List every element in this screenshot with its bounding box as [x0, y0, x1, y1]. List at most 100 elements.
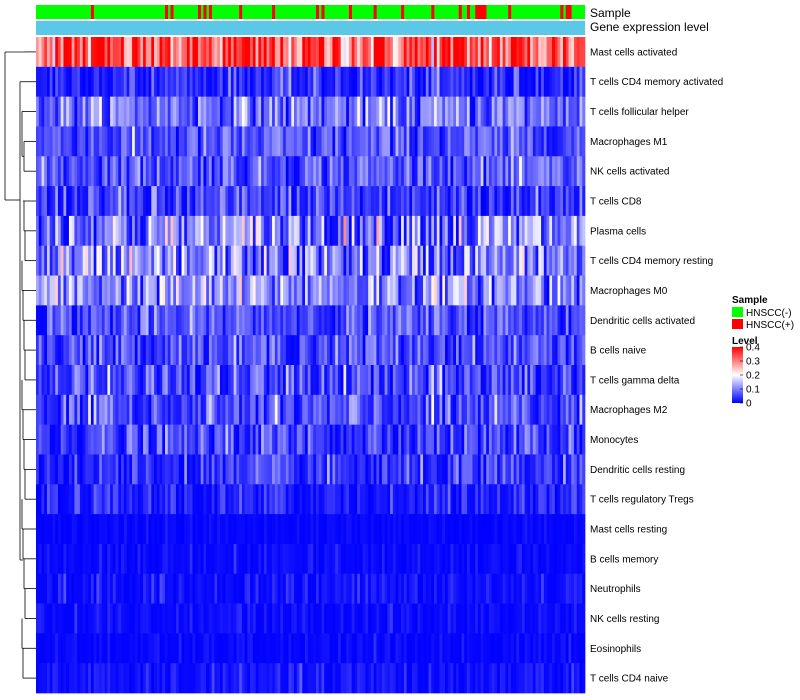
- heatmap-cell: [510, 424, 514, 455]
- heatmap-cell: [357, 663, 361, 694]
- heatmap-cell: [165, 245, 169, 276]
- heatmap-cell: [508, 37, 512, 68]
- heatmap-cell: [362, 633, 366, 664]
- heatmap-cell: [549, 37, 553, 68]
- heatmap-cell: [189, 454, 193, 485]
- heatmap-cell: [313, 633, 317, 664]
- heatmap-cell: [208, 543, 213, 575]
- heatmap-cell: [535, 514, 539, 545]
- heatmap-cell: [110, 514, 114, 545]
- heatmap-cell: [49, 245, 53, 276]
- heatmap-cell: [137, 66, 141, 97]
- heatmap-cell: [38, 275, 42, 306]
- heatmap-cell: [77, 394, 81, 425]
- heatmap-cell: [261, 663, 265, 694]
- heatmap-cell: [384, 394, 388, 425]
- heatmap-cell: [197, 424, 202, 455]
- heatmap-cell: [557, 37, 561, 68]
- heatmap-cell: [129, 424, 133, 455]
- row-dendrogram: [4, 51, 36, 679]
- heatmap-cell: [52, 215, 56, 247]
- heatmap-cell: [546, 573, 550, 604]
- heatmap-cell: [513, 543, 517, 575]
- heatmap-cell: [560, 275, 564, 306]
- heatmap-cell: [472, 156, 476, 187]
- heatmap-cell: [354, 663, 358, 694]
- heatmap-cell: [296, 424, 300, 455]
- heatmap-cell: [582, 96, 586, 127]
- heatmap-cell: [346, 543, 350, 575]
- heatmap-cell: [348, 305, 353, 336]
- heatmap-cell: [68, 365, 73, 396]
- heatmap-cell: [170, 394, 174, 425]
- heatmap-cell: [181, 305, 185, 336]
- heatmap-cell: [112, 424, 116, 455]
- heatmap-cell: [579, 543, 583, 575]
- heatmap-cell: [165, 663, 169, 694]
- heatmap-cell: [104, 573, 108, 604]
- heatmap-cell: [296, 335, 300, 366]
- heatmap-cell: [280, 335, 284, 366]
- heatmap-cell: [406, 305, 410, 336]
- heatmap-cell: [488, 186, 493, 217]
- heatmap-cell: [524, 96, 528, 127]
- heatmap-cell: [263, 215, 267, 247]
- heatmap-cell: [445, 365, 449, 396]
- heatmap-cell: [140, 275, 144, 306]
- heatmap-cell: [241, 573, 245, 604]
- heatmap-cell: [579, 394, 583, 425]
- heatmap-cell: [554, 484, 558, 515]
- heatmap-cell: [291, 96, 295, 127]
- heatmap-cell: [71, 633, 75, 664]
- heatmap-cell: [510, 126, 514, 157]
- heatmap-cell: [368, 126, 372, 157]
- heatmap-cell: [272, 543, 276, 575]
- heatmap-cell: [112, 126, 116, 157]
- heatmap-cell: [442, 514, 446, 545]
- heatmap-cell: [543, 96, 547, 127]
- heatmap-cell: [447, 424, 451, 455]
- heatmap-cell: [195, 275, 199, 306]
- heatmap-cell: [101, 215, 105, 247]
- heatmap-cell: [123, 305, 127, 336]
- heatmap-cell: [255, 573, 259, 604]
- heatmap-cell: [560, 186, 564, 217]
- heatmap-cell: [41, 543, 45, 575]
- heatmap-cell: [93, 305, 97, 336]
- heatmap-cell: [208, 186, 213, 217]
- heatmap-cell: [464, 454, 468, 485]
- heatmap-cell: [36, 96, 40, 127]
- heatmap-cell: [455, 215, 460, 247]
- heatmap-cell: [60, 156, 64, 187]
- heatmap-cell: [538, 156, 542, 187]
- heatmap-cell: [315, 424, 320, 455]
- heatmap-cell: [203, 305, 207, 336]
- heatmap-cell: [173, 365, 177, 396]
- heatmap-cell: [398, 335, 402, 366]
- heatmap-cell: [425, 424, 429, 455]
- heatmap-cell: [263, 156, 267, 187]
- heatmap-cell: [519, 305, 523, 336]
- heatmap-cell: [483, 96, 487, 127]
- heatmap-cell: [90, 275, 94, 306]
- heatmap-cell: [532, 394, 536, 425]
- heatmap-cell: [392, 156, 396, 187]
- heatmap-cell: [346, 156, 350, 187]
- heatmap-cell: [143, 424, 147, 455]
- heatmap-cell: [340, 543, 344, 575]
- heatmap-cell: [143, 245, 147, 276]
- heatmap-cell: [455, 663, 460, 694]
- heatmap-cell: [247, 186, 251, 217]
- heatmap-cell: [530, 663, 534, 694]
- heatmap-cell: [217, 156, 221, 187]
- heatmap-cell: [140, 603, 144, 634]
- heatmap-cell: [384, 454, 388, 485]
- heatmap-cell: [546, 454, 550, 485]
- sample-bar-positive: [239, 5, 243, 19]
- heatmap-cell: [543, 126, 547, 157]
- heatmap-cell: [269, 96, 273, 127]
- heatmap-cell: [381, 186, 385, 217]
- heatmap-cell: [263, 603, 267, 634]
- heatmap-cell: [299, 96, 303, 127]
- heatmap-cell: [332, 335, 336, 366]
